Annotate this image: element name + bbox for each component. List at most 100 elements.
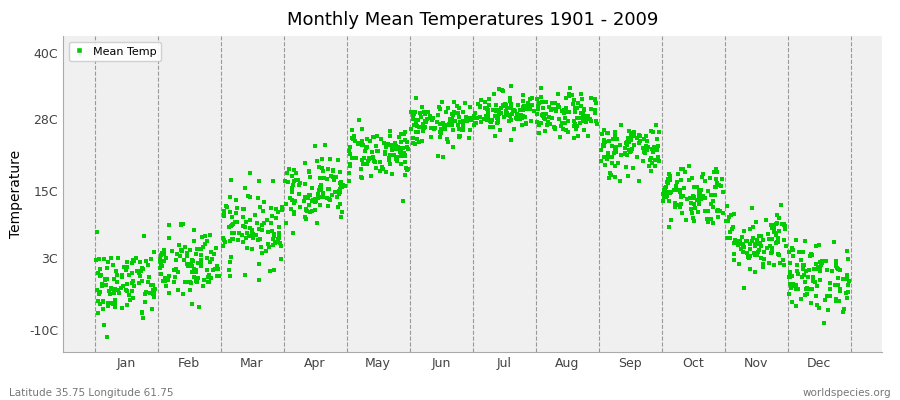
Point: [418, 124, 432, 130]
Point: [148, 249, 162, 256]
Point: [440, 136, 454, 142]
Point: [257, 220, 272, 226]
Point: [272, 230, 286, 236]
Point: [398, 137, 412, 143]
Point: [841, 289, 855, 295]
Point: [503, 117, 517, 123]
Point: [468, 110, 482, 117]
Point: [384, 171, 399, 177]
Point: [272, 224, 286, 230]
Point: [364, 173, 378, 179]
Point: [333, 168, 347, 175]
Point: [345, 127, 359, 133]
Point: [95, 280, 110, 287]
Point: [635, 157, 650, 164]
Point: [342, 170, 356, 176]
Point: [237, 206, 251, 212]
Point: [169, 256, 184, 263]
Point: [406, 111, 420, 118]
Point: [544, 107, 559, 113]
Point: [323, 197, 338, 203]
Point: [194, 252, 209, 259]
Point: [352, 140, 366, 146]
Point: [681, 163, 696, 170]
Point: [200, 255, 214, 261]
Point: [455, 118, 470, 124]
Point: [110, 272, 124, 278]
Point: [208, 266, 222, 272]
Point: [299, 206, 313, 212]
Point: [830, 265, 844, 271]
Point: [748, 219, 762, 226]
Point: [687, 218, 701, 224]
Point: [238, 224, 252, 230]
Point: [302, 192, 316, 198]
Point: [131, 269, 146, 276]
Point: [324, 173, 338, 180]
Point: [510, 111, 525, 117]
Point: [281, 178, 295, 185]
Point: [806, 274, 820, 280]
Point: [392, 146, 407, 152]
Point: [376, 139, 391, 146]
Point: [262, 244, 276, 250]
Point: [552, 104, 566, 110]
Point: [828, 263, 842, 270]
Point: [673, 202, 688, 208]
Point: [619, 163, 634, 170]
Point: [183, 263, 197, 270]
Point: [100, 334, 114, 340]
Point: [618, 151, 633, 157]
Point: [559, 94, 573, 101]
Point: [491, 115, 505, 121]
Point: [656, 198, 670, 204]
Point: [588, 97, 602, 103]
Point: [95, 306, 110, 312]
Point: [624, 137, 638, 144]
Point: [246, 231, 260, 238]
Point: [253, 244, 267, 250]
Point: [173, 253, 187, 259]
Point: [777, 262, 791, 268]
Point: [535, 99, 549, 106]
Point: [596, 142, 610, 148]
Point: [588, 96, 602, 102]
Point: [473, 97, 488, 103]
Point: [183, 279, 197, 285]
Point: [555, 126, 570, 132]
Point: [673, 166, 688, 172]
Point: [503, 113, 517, 120]
Point: [161, 273, 176, 280]
Point: [369, 165, 383, 172]
Point: [215, 234, 230, 241]
Point: [516, 98, 530, 104]
Point: [138, 290, 152, 297]
Point: [248, 232, 262, 238]
Point: [771, 215, 786, 222]
Point: [385, 147, 400, 153]
Point: [194, 234, 209, 241]
Point: [367, 158, 382, 164]
Point: [770, 220, 784, 226]
Point: [567, 135, 581, 141]
Point: [400, 146, 415, 152]
Point: [224, 177, 238, 183]
Point: [713, 208, 727, 214]
Point: [840, 272, 854, 278]
Point: [382, 142, 397, 148]
Point: [217, 213, 231, 219]
Point: [594, 147, 608, 153]
Point: [620, 152, 634, 158]
Point: [318, 142, 332, 148]
Point: [557, 120, 572, 126]
Point: [400, 139, 415, 146]
Point: [384, 142, 399, 149]
Point: [460, 118, 474, 124]
Point: [597, 141, 611, 148]
Point: [89, 257, 104, 264]
Y-axis label: Temperature: Temperature: [10, 150, 23, 238]
Point: [745, 238, 760, 244]
Point: [267, 240, 282, 246]
Point: [503, 94, 517, 101]
Point: [370, 132, 384, 139]
